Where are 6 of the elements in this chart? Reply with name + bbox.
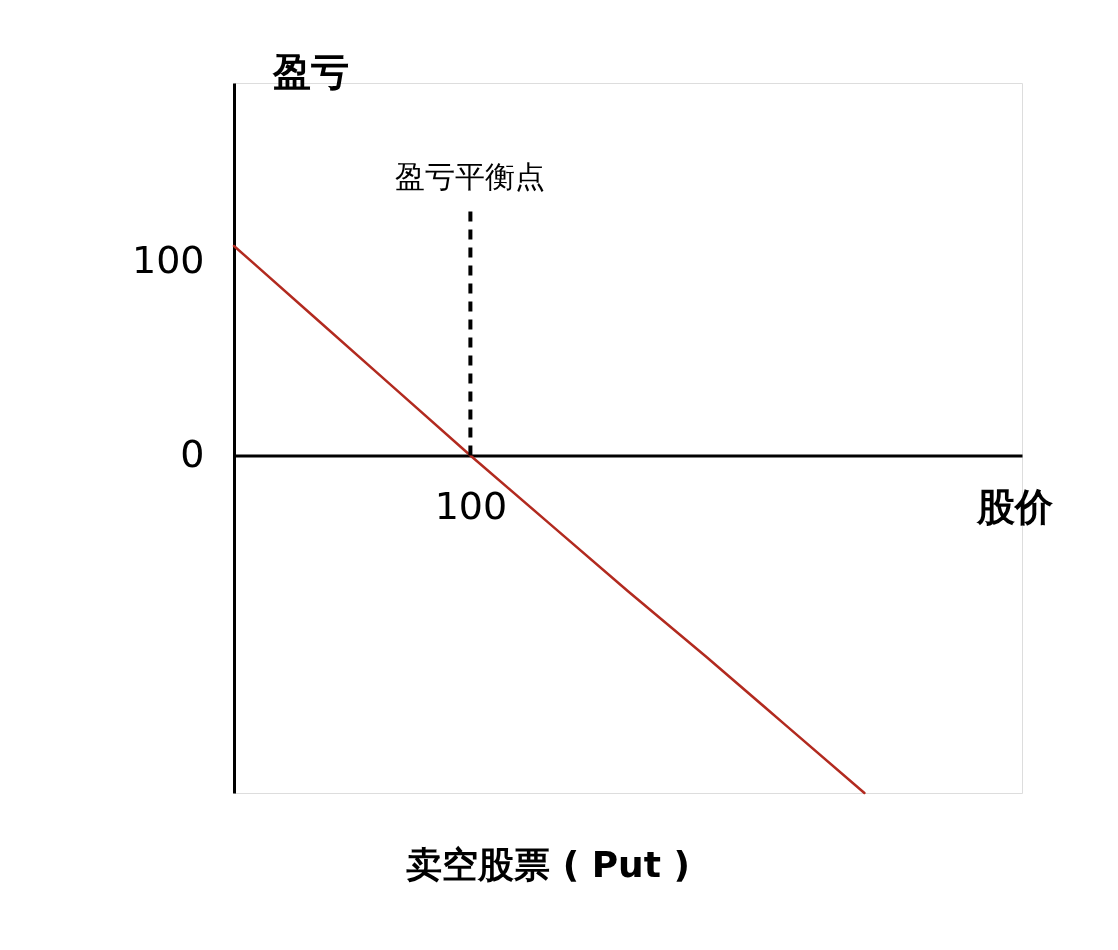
ref-line-label: 盈亏平衡点 bbox=[395, 159, 546, 194]
y-axis-title: 盈亏 bbox=[271, 49, 349, 94]
x-axis-title: 股价 bbox=[975, 484, 1053, 529]
line-series bbox=[232, 244, 866, 795]
y-tick-label: 0 bbox=[180, 431, 205, 476]
text: 卖空股票 ( Put ) bbox=[406, 844, 690, 886]
